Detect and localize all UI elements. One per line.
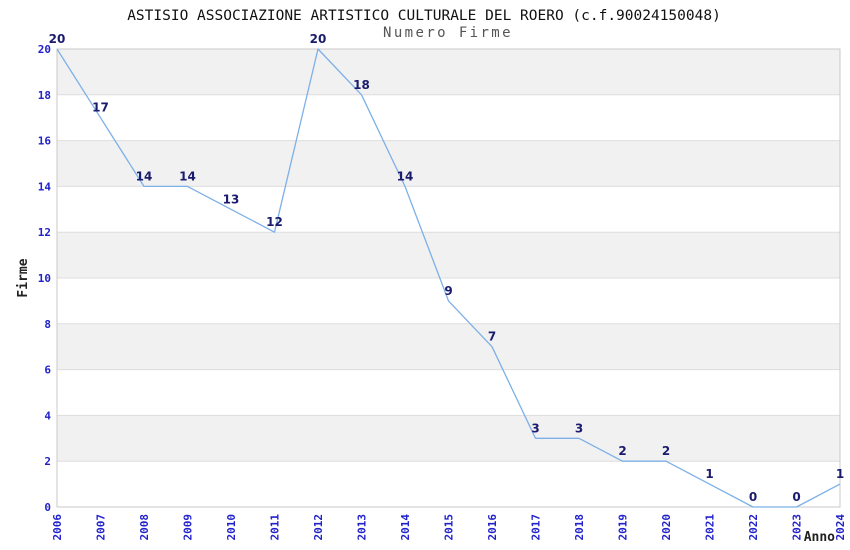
data-label: 2 <box>662 444 670 458</box>
data-label: 0 <box>792 490 800 504</box>
y-tick-label: 20 <box>38 43 51 56</box>
data-label: 3 <box>575 421 583 435</box>
y-tick-label: 8 <box>44 318 51 331</box>
chart-subtitle: Numero Firme <box>383 25 513 41</box>
data-label: 18 <box>353 78 370 92</box>
data-label: 13 <box>223 192 240 206</box>
y-axis-title: Firme <box>16 258 31 297</box>
x-tick-label: 2024 <box>834 514 847 541</box>
data-label: 1 <box>836 467 844 481</box>
data-label: 1 <box>705 467 713 481</box>
grid-band <box>57 323 840 370</box>
y-tick-label: 18 <box>38 89 51 102</box>
data-label: 2 <box>618 444 626 458</box>
x-tick-label: 2013 <box>356 514 369 541</box>
chart-title: ASTISIO ASSOCIAZIONE ARTISTICO CULTURALE… <box>127 8 721 24</box>
grid-band <box>57 140 840 187</box>
x-tick-label: 2006 <box>51 514 64 541</box>
y-tick-label: 6 <box>44 364 51 377</box>
x-tick-label: 2010 <box>225 514 238 541</box>
data-label: 20 <box>49 32 66 46</box>
x-tick-label: 2015 <box>443 514 456 541</box>
data-label: 3 <box>531 421 539 435</box>
data-label: 17 <box>92 101 109 115</box>
y-tick-label: 12 <box>38 226 51 239</box>
data-label: 14 <box>397 169 414 183</box>
x-axis-title: Anno <box>804 530 835 545</box>
x-tick-label: 2021 <box>704 514 717 541</box>
x-tick-label: 2023 <box>791 514 804 541</box>
data-label: 20 <box>310 32 327 46</box>
x-tick-label: 2022 <box>747 514 760 541</box>
data-label: 7 <box>488 330 496 344</box>
x-tick-label: 2019 <box>617 514 630 541</box>
x-tick-label: 2008 <box>138 514 151 541</box>
y-tick-label: 4 <box>44 409 51 422</box>
data-label: 12 <box>266 215 283 229</box>
x-tick-label: 2012 <box>312 514 325 541</box>
data-line <box>56 48 841 508</box>
grid-band <box>57 415 840 462</box>
y-tick-label: 14 <box>38 180 52 193</box>
x-tick-label: 2020 <box>660 514 673 541</box>
x-tick-label: 2009 <box>182 514 195 541</box>
data-label: 9 <box>444 284 452 298</box>
x-tick-label: 2018 <box>573 514 586 541</box>
x-tick-label: 2017 <box>530 514 543 541</box>
x-tick-label: 2014 <box>399 514 412 541</box>
y-tick-label: 2 <box>44 455 51 468</box>
y-tick-label: 0 <box>44 501 51 514</box>
grid-band <box>57 232 840 278</box>
grid-band <box>57 49 840 95</box>
x-tick-label: 2007 <box>95 514 108 541</box>
plot-border <box>56 48 841 508</box>
data-label: 14 <box>136 169 153 183</box>
x-tick-label: 2011 <box>269 514 282 541</box>
y-tick-label: 10 <box>38 272 51 285</box>
y-tick-label: 16 <box>38 135 52 148</box>
data-label: 0 <box>749 490 757 504</box>
x-tick-label: 2016 <box>486 514 499 541</box>
data-label: 14 <box>179 169 196 183</box>
